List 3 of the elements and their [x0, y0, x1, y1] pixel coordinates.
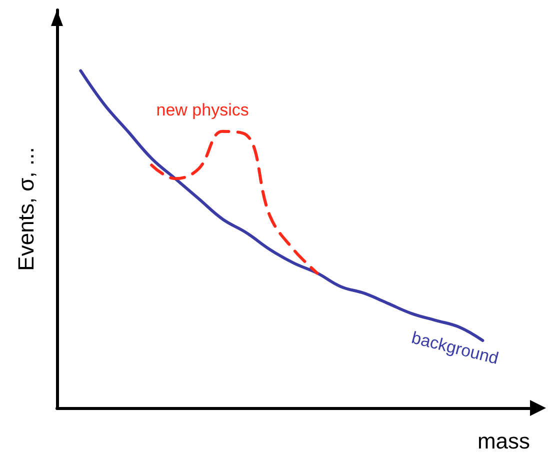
- y-axis-title: Events, σ, ...: [14, 147, 38, 271]
- series-label: new physics: [156, 100, 249, 120]
- x-axis-title: mass: [477, 428, 530, 454]
